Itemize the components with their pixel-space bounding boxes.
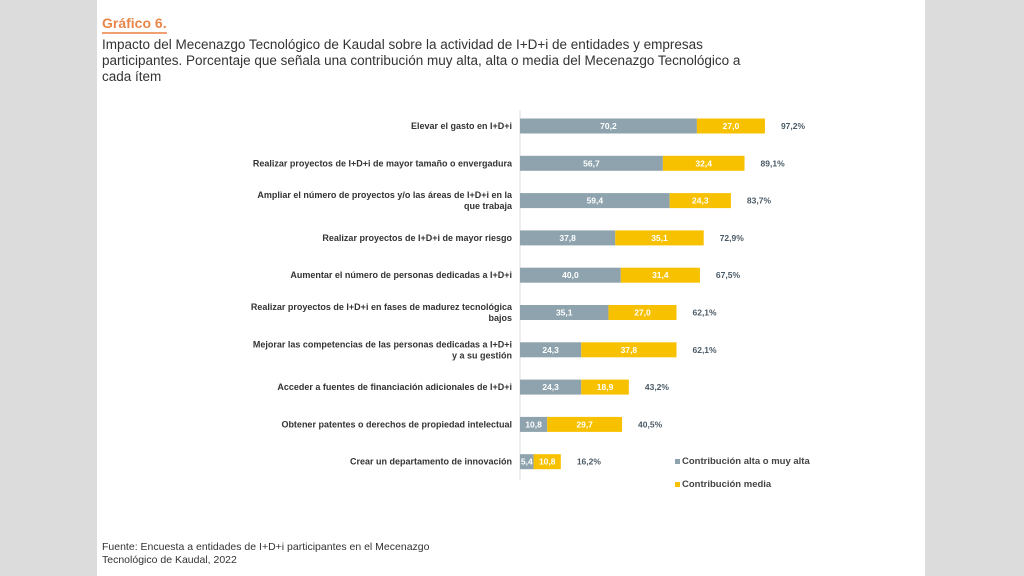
bar-segment (662, 155, 745, 171)
bar-segment (669, 193, 731, 209)
bar-value-label: 56,7 (583, 158, 600, 168)
bar-value-label: 27,0 (634, 308, 651, 318)
total-label: 16,2% (577, 457, 602, 467)
category-label: y a su gestión (452, 350, 512, 360)
bar-value-label: 35,1 (651, 233, 668, 243)
total-label: 62,1% (692, 345, 717, 355)
category-label: Acceder a fuentes de financiación adicio… (277, 382, 512, 392)
category-label: Realizar proyectos de I+D+i de mayor rie… (322, 233, 512, 243)
bar-segment (533, 454, 561, 470)
total-label: 43,2% (645, 382, 670, 392)
source-note: Fuente: Encuesta a entidades de I+D+i pa… (102, 541, 430, 566)
category-label: Elevar el gasto en I+D+i (411, 121, 512, 131)
bar-segment (581, 379, 629, 395)
bar-segment (520, 342, 582, 358)
bar-segment (520, 155, 663, 171)
figure-title: Impacto del Mecenazgo Tecnológico de Kau… (102, 37, 741, 84)
bar-value-label: 18,9 (597, 382, 614, 392)
total-label: 97,2% (781, 121, 806, 131)
category-label: Realizar proyectos de I+D+i de mayor tam… (253, 158, 513, 168)
bar-segment (520, 379, 582, 395)
bar-value-label: 31,4 (652, 270, 669, 280)
bar-value-label: 29,7 (576, 419, 593, 429)
total-label: 62,1% (692, 308, 717, 318)
category-label: Ampliar el número de proyectos y/o las á… (257, 190, 513, 200)
bar-segment (520, 267, 621, 283)
bar-segment (581, 342, 677, 358)
bar-segment (520, 118, 697, 134)
bar-segment (615, 230, 704, 246)
bar-segment (696, 118, 765, 134)
bar-value-label: 37,8 (621, 345, 638, 355)
bar-value-label: 10,8 (539, 457, 556, 467)
bar-value-label: 10,8 (525, 419, 542, 429)
bar-segment (608, 305, 677, 320)
legend-label: Contribución media (682, 479, 772, 490)
figure-label: Gráfico 6. (102, 15, 167, 34)
bar-value-label: 70,2 (600, 121, 617, 131)
bar-segment (620, 267, 700, 283)
bar-value-label: 5,4 (521, 457, 533, 467)
bar-value-label: 35,1 (556, 308, 573, 318)
legend-swatch (675, 459, 680, 464)
bar-value-label: 24,3 (542, 382, 559, 392)
category-label: Realizar proyectos de I+D+i en fases de … (251, 302, 513, 312)
bar-segment (520, 416, 548, 432)
bar-segment (520, 230, 616, 246)
bar-value-label: 59,4 (587, 196, 604, 206)
category-label: Crear un departamento de innovación (350, 457, 512, 467)
legend-swatch (675, 482, 680, 487)
bar-value-label: 24,3 (692, 196, 709, 206)
bar-value-label: 40,0 (562, 270, 579, 280)
bar-value-label: 37,8 (559, 233, 576, 243)
category-label: Aumentar el número de personas dedicadas… (290, 270, 512, 280)
bar-value-label: 27,0 (723, 121, 740, 131)
bar-segment (520, 193, 670, 209)
bar-value-label: 32,4 (695, 158, 712, 168)
bar-value-label: 24,3 (542, 345, 559, 355)
document-page (97, 0, 925, 576)
bar-segment (547, 416, 623, 432)
category-label: bajos (488, 313, 512, 323)
category-label: Obtener patentes o derechos de propiedad… (281, 419, 512, 429)
legend-label: Contribución alta o muy alta (682, 456, 810, 467)
bar-segment (520, 305, 609, 320)
bar-segment (520, 454, 534, 470)
total-label: 83,7% (747, 196, 772, 206)
category-label: que trabaja (464, 201, 513, 211)
total-label: 67,5% (716, 270, 741, 280)
category-label: Mejorar las competencias de las personas… (253, 339, 512, 349)
total-label: 40,5% (638, 419, 663, 429)
total-label: 72,9% (720, 233, 745, 243)
total-label: 89,1% (761, 158, 786, 168)
